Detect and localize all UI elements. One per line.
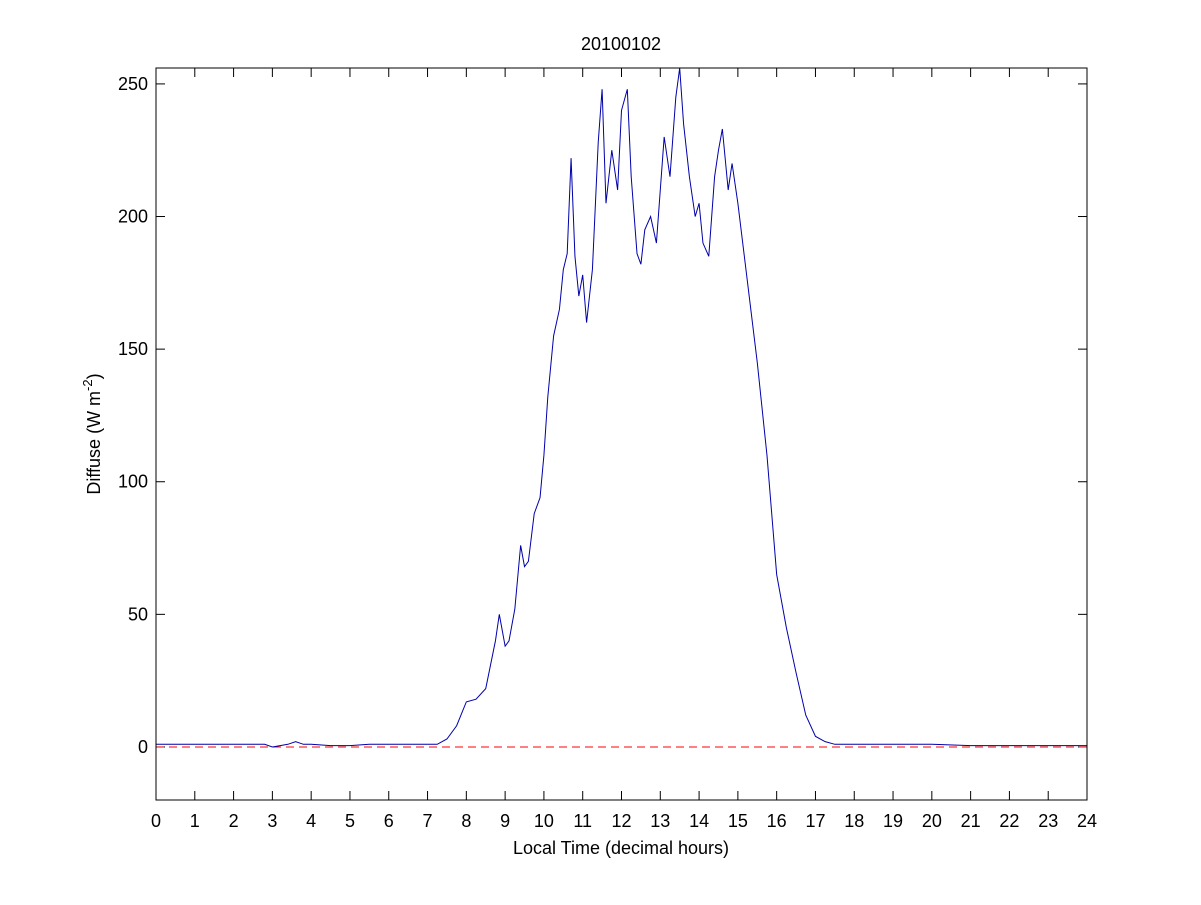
x-tick-label: 10	[534, 811, 554, 831]
x-tick-label: 2	[229, 811, 239, 831]
x-tick-label: 11	[573, 811, 592, 831]
y-tick-label: 0	[138, 737, 148, 757]
x-tick-label: 16	[767, 811, 787, 831]
x-tick-label: 4	[306, 811, 316, 831]
x-tick-label: 5	[345, 811, 355, 831]
data-line	[156, 67, 1087, 748]
chart-title: 20100102	[581, 34, 661, 54]
x-axis-label: Local Time (decimal hours)	[513, 838, 729, 858]
y-label-sup: -2	[80, 379, 95, 391]
y-tick-label: 50	[128, 604, 148, 624]
x-tick-label: 23	[1038, 811, 1058, 831]
y-tick-label: 100	[118, 472, 148, 492]
x-tick-label: 3	[267, 811, 277, 831]
x-tick-label: 14	[689, 811, 709, 831]
x-tick-label: 6	[384, 811, 394, 831]
x-tick-label: 21	[961, 811, 981, 831]
x-tick-label: 19	[883, 811, 903, 831]
x-tick-label: 9	[500, 811, 510, 831]
x-tick-label: 24	[1077, 811, 1097, 831]
y-tick-label: 150	[118, 339, 148, 359]
x-tick-label: 7	[423, 811, 433, 831]
x-tick-label: 17	[805, 811, 825, 831]
x-tick-label: 20	[922, 811, 942, 831]
plot-frame	[155, 67, 1088, 801]
x-tick-label: 12	[611, 811, 631, 831]
y-label-suffix: )	[84, 373, 104, 379]
x-tick-label: 18	[844, 811, 864, 831]
x-tick-label: 22	[999, 811, 1019, 831]
x-tick-label: 8	[461, 811, 471, 831]
y-tick-label: 200	[118, 207, 148, 227]
y-axis-label: Diffuse (W m-2)	[80, 373, 104, 494]
x-tick-label: 0	[151, 811, 161, 831]
y-tick-label: 250	[118, 74, 148, 94]
x-tick-label: 13	[650, 811, 670, 831]
x-tick-label: 1	[190, 811, 200, 831]
y-label-text: Diffuse (W m	[84, 391, 104, 495]
x-tick-label: 15	[728, 811, 748, 831]
